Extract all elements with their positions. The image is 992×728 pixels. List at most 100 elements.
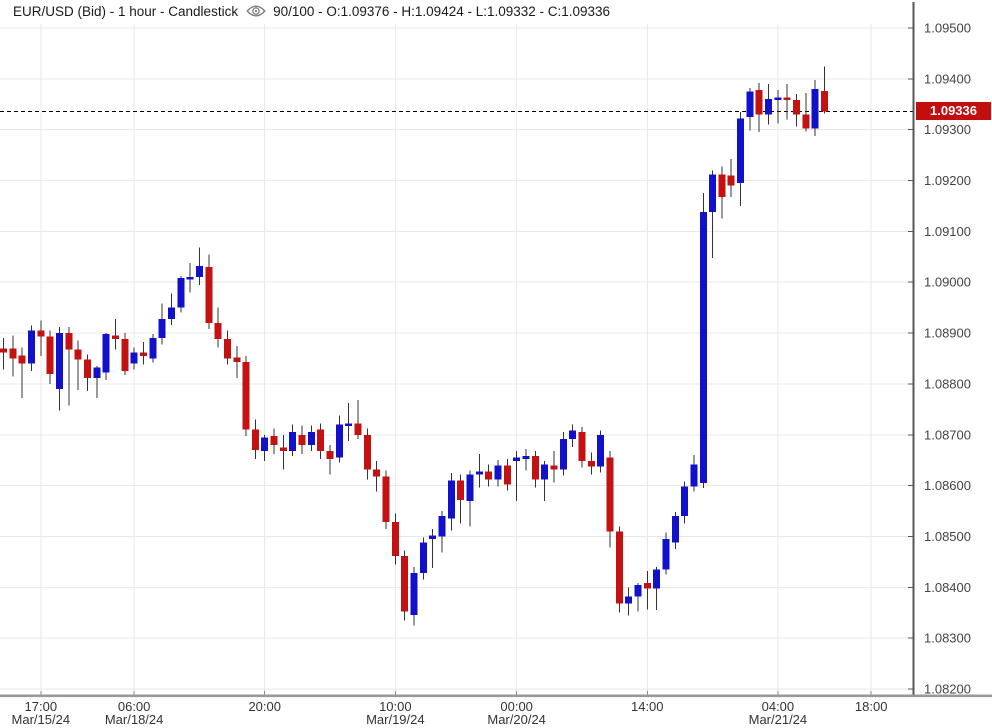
down-candle [270, 435, 278, 445]
down-candle [121, 339, 129, 372]
up-candle [466, 474, 474, 501]
up-candle [671, 516, 679, 543]
down-candle [9, 348, 17, 359]
down-candle [363, 434, 371, 470]
up-candle [102, 334, 110, 373]
up-candle [597, 434, 605, 467]
up-candle [149, 338, 157, 359]
down-candle [279, 447, 287, 452]
y-axis-label: 1.09500 [924, 21, 971, 36]
down-candle [531, 456, 539, 480]
y-axis-label: 1.08600 [924, 478, 971, 493]
up-candle [625, 596, 633, 604]
chart-title-left: EUR/USD (Bid) - 1 hour - Candlestick [13, 3, 239, 19]
down-candle [37, 330, 45, 337]
up-candle [307, 432, 315, 445]
x-axis-time-label: 10:00 [379, 699, 412, 714]
up-candle [709, 174, 717, 213]
y-axis-label: 1.09400 [924, 71, 971, 86]
x-axis-time-label: 00:00 [500, 699, 533, 714]
up-candle [186, 277, 194, 280]
down-candle [793, 100, 801, 115]
up-candle [494, 465, 502, 480]
down-candle [18, 355, 26, 364]
x-axis-time-label: 20:00 [248, 699, 281, 714]
down-candle [391, 522, 399, 556]
up-candle [167, 307, 175, 319]
down-candle [205, 266, 213, 323]
down-candle [578, 432, 586, 462]
up-candle [261, 437, 269, 452]
x-axis-time-label: 18:00 [855, 699, 888, 714]
visibility-eye-icon[interactable] [246, 4, 266, 18]
up-candle [774, 97, 782, 101]
down-candle [606, 457, 614, 532]
current-price-label: 1.09336 [916, 102, 991, 120]
y-axis-label: 1.08800 [924, 376, 971, 391]
up-candle [811, 89, 819, 129]
up-candle [177, 278, 185, 308]
down-candle [46, 336, 54, 374]
down-candle [74, 349, 82, 360]
up-candle [27, 330, 35, 364]
up-candle [699, 212, 707, 484]
up-candle [746, 91, 754, 117]
down-candle [354, 423, 362, 435]
y-axis-label: 1.09000 [924, 275, 971, 290]
down-candle [821, 91, 829, 112]
up-candle [690, 464, 698, 487]
up-candle [130, 352, 138, 364]
down-candle [139, 352, 147, 356]
down-candle [83, 359, 91, 378]
down-candle [587, 461, 595, 467]
down-candle [111, 335, 119, 340]
grid-lines [0, 24, 912, 691]
down-candle [503, 465, 511, 485]
x-axis-time-label: 17:00 [25, 699, 58, 714]
down-candle [485, 471, 493, 480]
up-candle [634, 584, 642, 597]
up-candle [662, 539, 670, 570]
down-candle [550, 465, 558, 470]
x-axis-date-label: Mar/19/24 [366, 712, 425, 727]
down-candle [382, 476, 390, 523]
down-candle [251, 429, 259, 451]
down-candle [214, 322, 222, 340]
down-candle [326, 451, 334, 460]
down-candle [0, 348, 7, 353]
down-candle [802, 114, 810, 129]
up-candle [569, 430, 577, 439]
up-candle [541, 464, 549, 480]
down-candle [718, 174, 726, 197]
chart-title-right: 90/100 - O:1.09376 - H:1.09424 - L:1.093… [273, 3, 611, 19]
up-candle [447, 480, 455, 519]
up-candle [289, 432, 297, 452]
up-candle [410, 573, 418, 615]
up-candle [475, 471, 483, 475]
up-candle [335, 424, 343, 458]
x-axis-date-label: Mar/20/24 [487, 712, 546, 727]
up-candle [419, 542, 427, 574]
up-candle [438, 516, 446, 537]
up-candle [158, 318, 166, 339]
y-axis-label: 1.08300 [924, 631, 971, 646]
x-axis-date-label: Mar/18/24 [105, 712, 164, 727]
candles-layer [0, 66, 829, 626]
down-candle [233, 357, 241, 363]
y-axis-label: 1.08700 [924, 427, 971, 442]
y-axis-label: 1.08500 [924, 529, 971, 544]
x-axis-time-label: 04:00 [762, 699, 795, 714]
y-axis-label: 1.09200 [924, 173, 971, 188]
x-axis-date-label: Mar/21/24 [749, 712, 808, 727]
chart-title-bar: EUR/USD (Bid) - 1 hour - Candlestick 90/… [0, 0, 992, 22]
y-axis-label: 1.08200 [924, 681, 971, 696]
x-axis-time-label: 14:00 [631, 699, 664, 714]
down-candle [755, 90, 763, 115]
up-candle [55, 333, 63, 390]
y-axis-label: 1.08400 [924, 580, 971, 595]
down-candle [65, 333, 73, 350]
up-candle [345, 423, 353, 427]
